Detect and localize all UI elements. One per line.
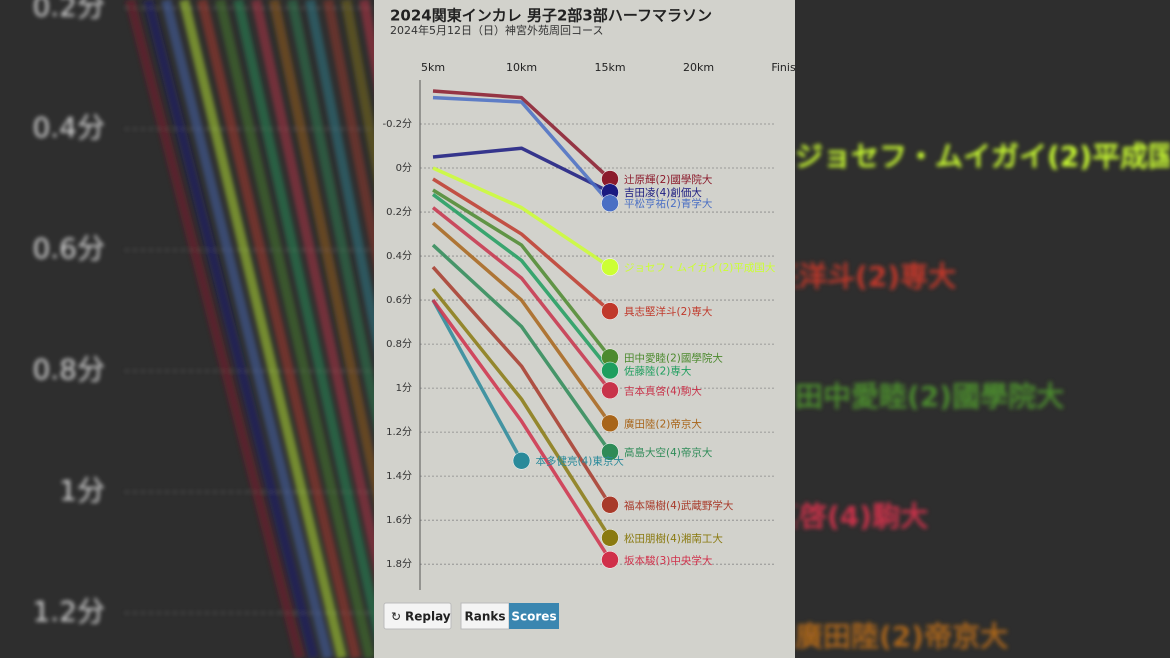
y-tick-label: 1.6分: [386, 514, 412, 526]
runner-marker: [512, 451, 531, 470]
runner-marker: [601, 551, 619, 569]
y-tick-label: 1.4分: [386, 470, 412, 482]
series-line: [432, 166, 611, 269]
replay-icon: ↻: [391, 610, 401, 624]
series-line: [431, 206, 612, 392]
series-line: [432, 188, 612, 359]
bg-right: ジョセフ・ムイガイ(2)平成国大具志堅洋斗(2)専大田中愛睦(2)國學院大吉本真…: [715, 140, 1170, 653]
series-line: [431, 243, 612, 453]
bg-tick-label: 0.6分: [32, 232, 105, 265]
series-line: [432, 146, 611, 194]
runner-marker: [601, 443, 619, 461]
bg-line: [215, 0, 375, 658]
series-line: [432, 95, 612, 205]
bg-tick-label: 1分: [59, 474, 105, 507]
series-line: [432, 89, 612, 181]
runner-marker: [601, 496, 619, 514]
runner-label: 吉本真啓(4)駒大: [624, 384, 702, 397]
y-tick-label: 0.2分: [386, 206, 412, 218]
bg-line: [233, 0, 389, 658]
series-line: [431, 287, 612, 539]
bg-line: [197, 0, 361, 658]
y-tick-label: 0.4分: [386, 250, 412, 262]
runner-label: 松田朋樹(4)湘南工大: [624, 532, 723, 545]
runner-label: 廣田陸(2)帝京大: [624, 417, 702, 430]
scores-button[interactable]: [509, 603, 559, 629]
scores-label[interactable]: Scores: [511, 610, 556, 624]
runner-marker: [601, 258, 619, 276]
series-line: [431, 265, 612, 506]
replay-label[interactable]: Replay: [405, 610, 451, 624]
bg-line: [125, 0, 305, 658]
y-tick-label: 0.6分: [386, 294, 412, 306]
y-tick-label: 0分: [396, 162, 412, 174]
runner-label: 吉田凌(4)創価大: [624, 186, 702, 199]
bg-tick-label: 0.8分: [32, 353, 105, 386]
series-line: [431, 221, 612, 425]
series-line: [432, 177, 612, 313]
y-tick-label: 0.8分: [386, 338, 412, 350]
x-tick-label: 5km: [421, 61, 445, 74]
plot: -0.2分 0分 0.2分 0.4分 0.6分 0.8分 1分 1.2分 1.4分 1.6分 1.8…: [382, 61, 802, 590]
runner-marker: [601, 414, 619, 433]
runner-marker: [601, 381, 619, 400]
bg-tick-label: 0.4分: [32, 111, 105, 144]
bg-line: [179, 0, 347, 658]
bg-tick-label: 0.2分: [32, 0, 105, 23]
runner-label: 具志堅洋斗(2)専大: [624, 305, 713, 318]
runner-label: 坂本駿(3)中央学大: [624, 554, 713, 567]
x-tick-label: Finish: [771, 61, 802, 74]
runner-marker: [601, 361, 619, 380]
bg-runner-label: 吉本真啓(4)駒大: [715, 500, 928, 533]
bg-runner-label: 田中愛睦(2)國學院大: [795, 380, 1064, 413]
y-tick-label: 1.8分: [386, 558, 412, 570]
series-line: [431, 299, 524, 462]
bg-line: [143, 0, 319, 658]
runner-marker: [601, 302, 619, 320]
runner-label: 福本陽樹(4)武蔵野学大: [624, 499, 734, 512]
bg-tick-label: 1.2分: [32, 595, 105, 628]
y-tick-label: -0.2分: [382, 118, 412, 130]
runner-marker: [601, 529, 619, 547]
x-tick-label: 15km: [594, 61, 625, 74]
bg-runner-label: 廣田陸(2)帝京大: [795, 620, 1008, 653]
runner-label: 本多健亮(4)東京大: [536, 455, 625, 468]
series-line: [431, 193, 612, 372]
panel: [374, 0, 795, 658]
bg-runner-label: 具志堅洋斗(2)専大: [715, 260, 956, 293]
series-lines: [431, 89, 612, 561]
runner-marker: [601, 194, 619, 212]
runner-label: ジョセフ・ムイガイ(2)平成国大: [624, 261, 776, 274]
runner-label: 田中愛睦(2)國學院大: [624, 351, 723, 364]
runner-label: 辻原輝(2)國學院大: [624, 173, 713, 186]
ranks-button[interactable]: [460, 602, 510, 630]
replay-button[interactable]: ↻ Replay: [383, 602, 452, 630]
replay-bg[interactable]: [383, 602, 452, 630]
y-tick-label: 1.2分: [386, 426, 412, 438]
y-tick-label: 1分: [396, 382, 412, 394]
ranks-label[interactable]: Ranks: [464, 610, 505, 624]
series-line: [431, 299, 612, 561]
bg-runner-label: ジョセフ・ムイガイ(2)平成国大: [795, 140, 1170, 173]
runner-label: 高島大空(4)帝京大: [624, 446, 713, 459]
x-tick-label: 10km: [506, 61, 537, 74]
runner-label: 平松亨祐(2)青学大: [624, 197, 713, 210]
chart-subtitle: 2024年5月12日（日）神宮外苑周回コース: [390, 23, 603, 37]
runner-label: 佐藤陸(2)専大: [624, 365, 692, 378]
x-tick-label: 20km: [683, 61, 714, 74]
bg-line: [161, 0, 333, 658]
chart-title: 2024関東インカレ 男子2部3部ハーフマラソン: [390, 7, 712, 25]
